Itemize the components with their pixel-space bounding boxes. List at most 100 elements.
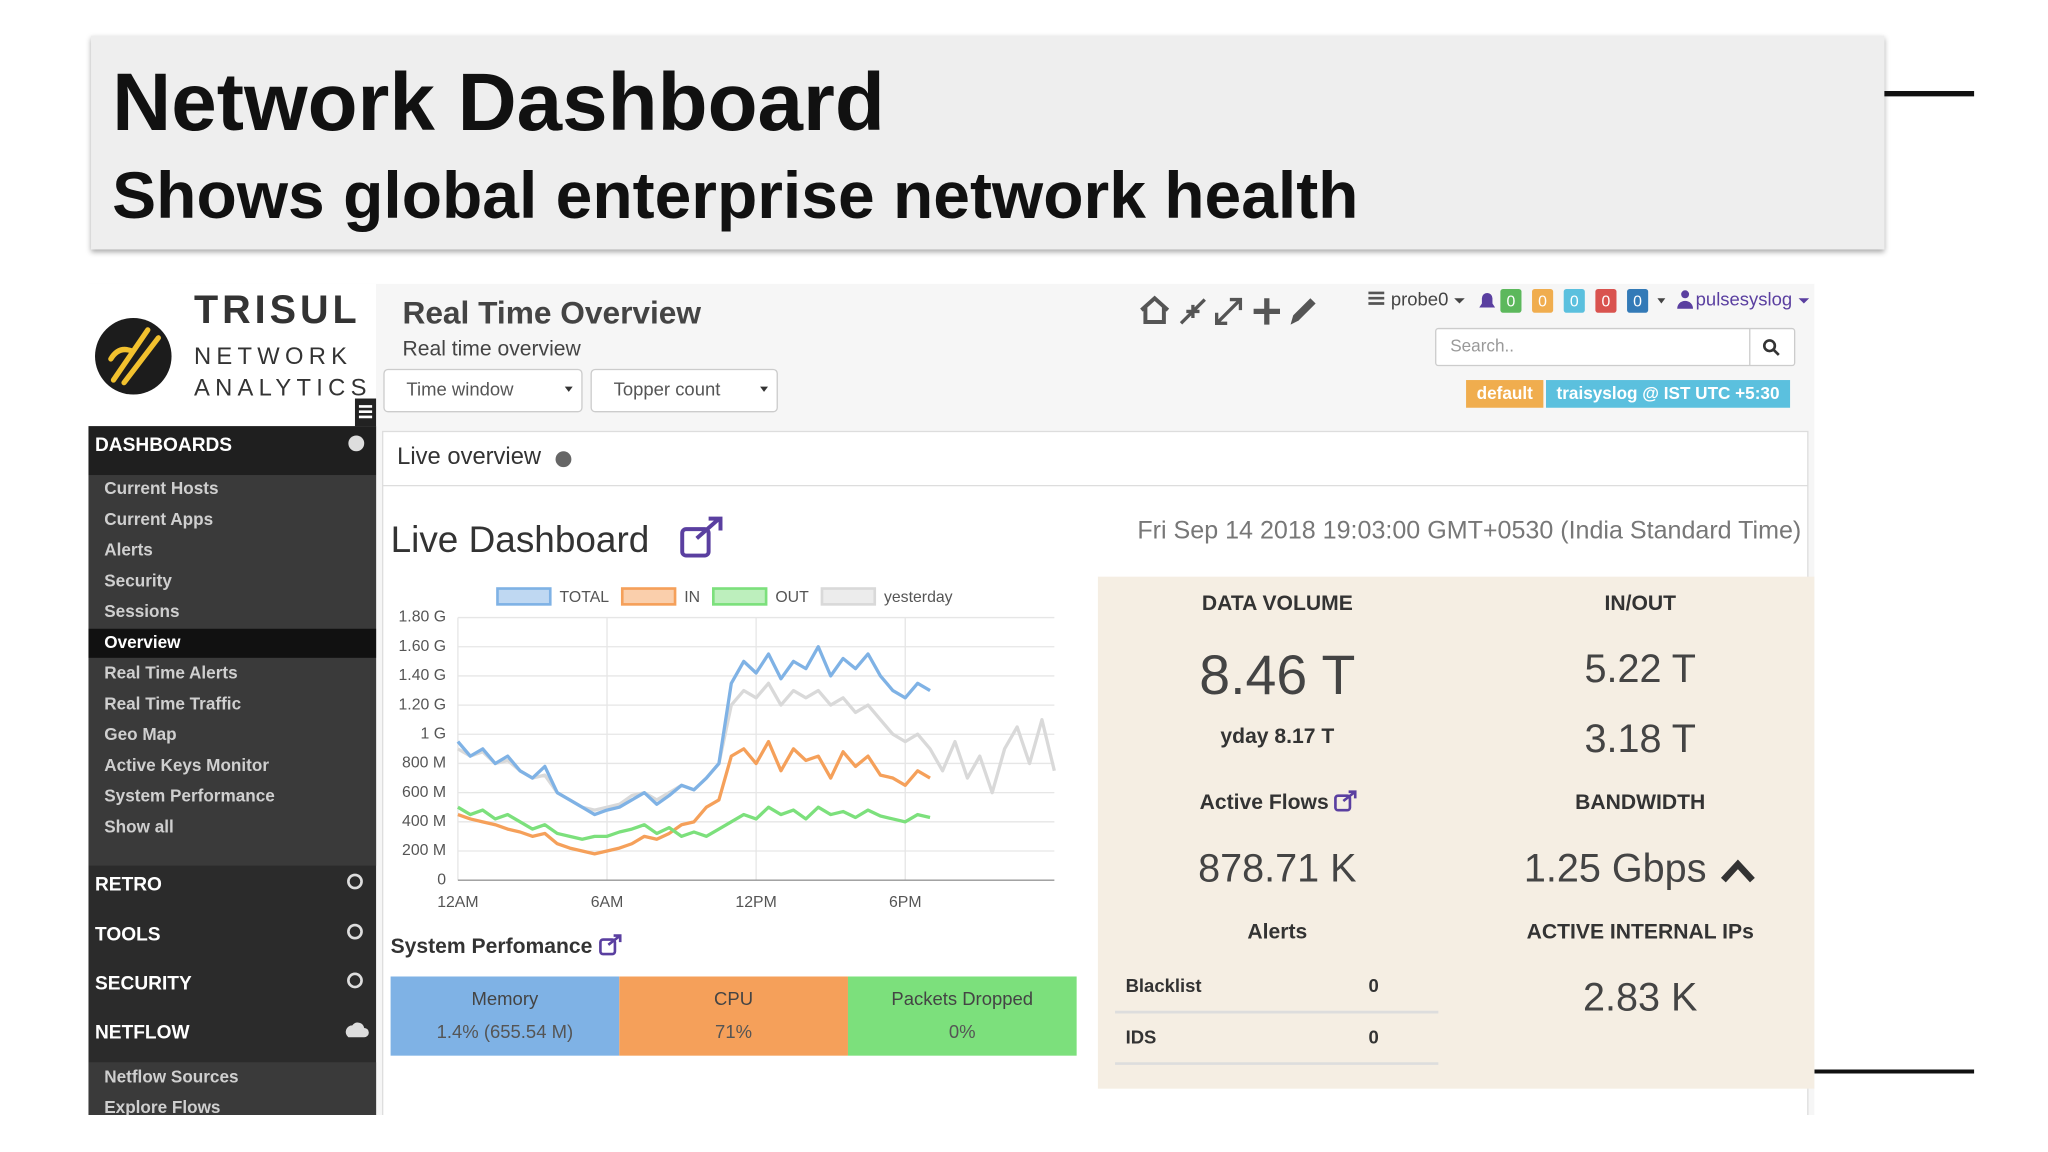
badge-count: 0 bbox=[1570, 293, 1579, 310]
alert-count: 0 bbox=[1369, 975, 1379, 996]
stat-value: 878.71 K bbox=[1198, 846, 1356, 890]
probe-select[interactable]: probe0 bbox=[1391, 289, 1449, 310]
badge-count: 0 bbox=[1538, 293, 1547, 310]
stat-value: 2.83 K bbox=[1583, 976, 1697, 1020]
stat-label: BANDWIDTH bbox=[1575, 791, 1705, 814]
menu-icon bbox=[358, 405, 373, 419]
sidebar-section[interactable]: DASHBOARDS bbox=[95, 435, 232, 456]
legend-label: IN bbox=[684, 589, 700, 606]
sidebar-item[interactable]: System Performance bbox=[104, 786, 275, 806]
x-tick-label: 12PM bbox=[735, 894, 776, 911]
tag bbox=[1466, 380, 1544, 408]
sidebar-item[interactable]: Explore Flows bbox=[104, 1097, 220, 1117]
external-link-icon[interactable] bbox=[599, 934, 622, 956]
alert-name: Blacklist bbox=[1126, 975, 1202, 996]
help-icon[interactable] bbox=[555, 451, 572, 468]
select-box[interactable] bbox=[590, 368, 778, 413]
caret bbox=[1454, 298, 1465, 304]
badge[interactable] bbox=[1500, 288, 1522, 313]
sidebar-section[interactable]: RETRO bbox=[95, 874, 162, 895]
select-label: Time window bbox=[406, 378, 514, 399]
active-row bbox=[88, 628, 377, 658]
section-icon bbox=[348, 435, 365, 452]
sidebar-item[interactable]: Overview bbox=[104, 632, 181, 652]
y-tick-label: 1.20 G bbox=[399, 696, 447, 713]
search-placeholder: Search.. bbox=[1450, 336, 1514, 356]
sidebar-section[interactable]: TOOLS bbox=[95, 925, 161, 946]
y-tick-label: 0 bbox=[437, 871, 446, 888]
y-tick-label: 600 M bbox=[402, 784, 446, 801]
tag-text: default bbox=[1477, 383, 1533, 403]
stat-label: DATA VOLUME bbox=[1202, 592, 1353, 615]
y-tick-label: 400 M bbox=[402, 813, 446, 830]
sidebar-item[interactable]: Geo Map bbox=[104, 724, 176, 744]
sidebar-menu bbox=[88, 1062, 377, 1116]
perf-cell bbox=[390, 976, 620, 1056]
edit-icon[interactable] bbox=[1290, 298, 1316, 325]
section-icon bbox=[345, 1022, 369, 1038]
probe-icon bbox=[1368, 291, 1385, 305]
y-tick-label: 1 G bbox=[421, 725, 447, 742]
sidebar-section[interactable]: SECURITY bbox=[95, 973, 192, 994]
legend-label: OUT bbox=[775, 589, 809, 606]
stat-value: 1.25 Gbps bbox=[1524, 846, 1707, 890]
caret bbox=[1798, 298, 1810, 304]
sidebar-item[interactable]: Show all bbox=[104, 816, 174, 836]
sidebar-item[interactable]: Real Time Traffic bbox=[104, 693, 241, 713]
caret bbox=[564, 386, 573, 392]
badge-count: 0 bbox=[1633, 293, 1642, 310]
sidebar-item[interactable]: Security bbox=[104, 570, 172, 590]
y-tick-label: 1.80 G bbox=[399, 609, 447, 626]
stat-label: Alerts bbox=[1247, 921, 1307, 944]
sidebar-item[interactable]: Netflow Sources bbox=[104, 1067, 238, 1087]
select-box[interactable] bbox=[383, 368, 583, 413]
user-menu[interactable]: pulsesyslog bbox=[1696, 289, 1793, 310]
stat-value: 3.18 T bbox=[1584, 717, 1696, 761]
y-tick-label: 200 M bbox=[402, 842, 446, 859]
caret bbox=[1657, 298, 1666, 304]
header-title: Network Dashboard bbox=[112, 57, 885, 148]
badge[interactable] bbox=[1595, 288, 1617, 313]
series-line bbox=[456, 645, 931, 817]
stats-panel bbox=[1097, 576, 1815, 1089]
x-tick-label: 6PM bbox=[889, 894, 922, 911]
logo-icon bbox=[95, 318, 172, 395]
add-icon[interactable] bbox=[1253, 298, 1280, 325]
search-box[interactable] bbox=[1435, 327, 1796, 367]
badge[interactable] bbox=[1627, 288, 1649, 313]
sidebar-item[interactable]: Active Keys Monitor bbox=[104, 755, 269, 775]
y-tick-label: 1.40 G bbox=[399, 667, 447, 684]
external-link-icon[interactable] bbox=[1334, 790, 1357, 812]
badge[interactable] bbox=[1532, 288, 1554, 313]
sidebar-item[interactable]: Sessions bbox=[104, 601, 179, 621]
alert-name: IDS bbox=[1126, 1026, 1157, 1047]
badge-count: 0 bbox=[1507, 293, 1516, 310]
bell-icon[interactable] bbox=[1479, 292, 1496, 308]
sidebar-menu bbox=[88, 475, 377, 866]
search-icon[interactable] bbox=[1762, 339, 1777, 353]
sidebar-item[interactable]: Current Hosts bbox=[104, 478, 218, 498]
stat-label[interactable]: Active Flows bbox=[1200, 791, 1329, 814]
perf-cell bbox=[619, 976, 848, 1056]
sidebar-item[interactable]: Alerts bbox=[104, 540, 153, 560]
external-link-icon[interactable] bbox=[680, 516, 723, 558]
badge[interactable] bbox=[1563, 288, 1585, 313]
brand-tagline: ANALYTICS bbox=[194, 375, 372, 402]
home-icon[interactable] bbox=[1140, 295, 1170, 324]
panel-heading: Live overview bbox=[397, 443, 542, 470]
compress-icon[interactable] bbox=[1179, 298, 1206, 325]
section-icon bbox=[347, 972, 363, 989]
logo-mark bbox=[108, 327, 161, 386]
timestamp: Fri Sep 14 2018 19:03:00 GMT+0530 (India… bbox=[1137, 516, 1801, 544]
sidebar-item[interactable]: Real Time Alerts bbox=[104, 663, 237, 683]
sidebar-section[interactable]: NETFLOW bbox=[95, 1022, 190, 1043]
perf-value: 71% bbox=[715, 1021, 752, 1042]
legend-swatch bbox=[820, 587, 877, 606]
sidebar-item[interactable]: Current Apps bbox=[104, 509, 213, 529]
brand-tagline: NETWORK bbox=[194, 343, 352, 370]
stat-value: 5.22 T bbox=[1584, 647, 1696, 691]
perf-value: 0% bbox=[949, 1021, 976, 1042]
expand-icon[interactable] bbox=[1215, 297, 1243, 325]
